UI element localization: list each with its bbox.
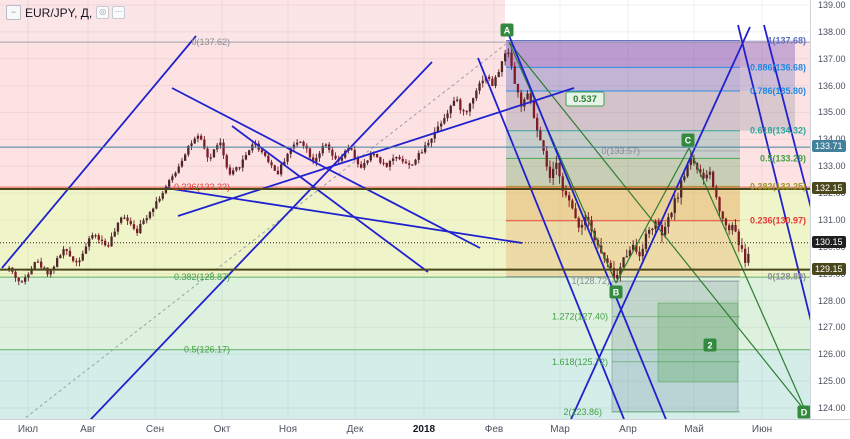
trend-line[interactable] [231,125,429,273]
time-axis-label: Дек [346,424,364,435]
fib-label: 0.5(133.29) [760,153,806,163]
fib-label: 0.618(134.32) [750,126,806,136]
trend-lines [1,24,810,419]
collapse-icon[interactable]: − [6,5,21,20]
symbol-title[interactable]: EUR/JPY, Д, [25,5,93,20]
candles-layer [8,48,750,286]
pattern-line[interactable] [508,41,617,284]
trend-line[interactable] [562,26,751,419]
trend-line[interactable] [507,32,674,419]
trend-line[interactable] [165,187,523,244]
fib-extension-label: 0(133.57) [601,146,640,156]
chart-labels: 0(137.62) 0.236(132.22) 0.382(128.87) 0.5(1… [174,23,811,419]
time-axis-label: Окт [213,424,231,435]
projection-boxes [611,280,739,413]
fib-label: 0(128.89) [767,272,806,282]
price-chart-canvas[interactable]: 0(137.62) 0.236(132.22) 0.382(128.87) 0.5(1… [0,0,810,419]
price-axis-label: 127.00 [818,322,846,333]
price-axis-label: 124.00 [818,403,846,413]
pattern-point-badge[interactable] [703,338,717,352]
projection-box[interactable] [657,302,739,383]
trend-line[interactable] [1,35,197,269]
price-badge: 133.71 [812,140,846,153]
time-axis-label: Авг [80,424,96,435]
price-axis-label: 126.00 [818,349,846,360]
pattern-point-badge[interactable] [609,285,623,299]
price-axis-label: 131.00 [818,214,846,225]
pattern-line[interactable] [615,147,690,284]
fib-extension-label: 1(128.72) [571,276,610,286]
pattern-point-label: D [801,408,808,418]
fib-label: 0.236(130.97) [750,216,806,226]
legend-icons: ◎ ⋯ [96,6,126,19]
ratio-badge-label: 0.537 [573,94,597,105]
pattern-point-badge[interactable] [797,405,811,419]
fib-label: 0.236(132.22) [174,182,230,192]
price-axis[interactable]: 139.00138.00137.00136.00135.00134.00133.… [810,0,850,419]
visibility-icon[interactable]: ◎ [96,6,110,19]
dotted-lines [2,43,507,419]
fib-label: 0.886(136.68) [750,62,806,72]
horizontal-price-lines [0,146,810,271]
ratio-badge[interactable] [565,91,605,107]
price-badge: 130.15 [812,235,846,248]
time-axis-label: Июл [17,424,39,435]
trend-line[interactable] [737,24,810,419]
fib-label: 0.382(132.25) [750,181,806,191]
pattern-line[interactable] [688,147,807,413]
fib-extension-label: 2(123.86) [563,407,602,417]
price-axis-label: 139.00 [818,0,846,10]
fib-extension-label: 1.618(125.72) [552,357,608,367]
dotted-trend-line[interactable] [2,43,507,419]
fib-retracement-bands [0,0,810,419]
price-badge: 129.15 [812,262,846,275]
price-axis-label: 134.00 [818,134,846,144]
price-axis-label: 128.00 [818,295,846,306]
trend-line[interactable] [177,87,575,217]
time-axis-label: Июн [751,424,773,435]
fib-label: 0.786(135.80) [750,86,806,96]
fib-label: 1(137.68) [767,35,806,45]
price-axis-label: 136.00 [818,80,846,91]
pattern-line[interactable] [508,41,807,413]
trend-line[interactable] [763,24,810,360]
pattern-point-label: C [685,136,692,146]
time-axis-label: Мар [550,424,570,435]
pattern-point-label: B [613,288,620,298]
time-axis-label: Май [684,424,704,435]
more-icon[interactable]: ⋯ [112,6,126,19]
pattern-point-label: A [504,26,511,36]
time-axis-label: Ноя [278,424,298,435]
pattern-lines [508,41,807,413]
time-axis-label: 2018 [412,424,436,435]
trend-line[interactable] [477,57,632,419]
fib-label: 0.382(128.87) [174,272,230,282]
pattern-point-badge[interactable] [500,23,514,37]
price-axis-label: 133.00 [818,161,846,172]
time-axis-label: Сен [145,424,165,435]
price-axis-label: 138.00 [818,26,846,37]
grid-layer [0,0,810,419]
fib-extension-label: 1.272(127.40) [552,312,608,322]
time-axis-label: Апр [619,424,637,435]
symbol-legend: − EUR/JPY, Д, ◎ ⋯ [6,5,126,20]
pattern-point-badge[interactable] [681,133,695,147]
pattern-point-label: 2 [707,341,712,351]
price-axis-label: 135.00 [818,107,846,118]
price-badge: 132.15 [812,182,846,195]
time-axis[interactable]: Июл Авг Сен Окт Ноя Дек 2018 Фев Мар Апр Май Июн [0,419,850,439]
fib-label: 0(137.62) [191,37,230,47]
trend-line[interactable] [72,61,433,419]
price-axis-label: 137.00 [818,53,846,64]
fib-label: 0.5(126.17) [184,345,230,355]
time-axis-label: Фев [484,424,504,435]
price-axis-label: 125.00 [818,376,846,387]
fib-level-lines [0,39,810,413]
